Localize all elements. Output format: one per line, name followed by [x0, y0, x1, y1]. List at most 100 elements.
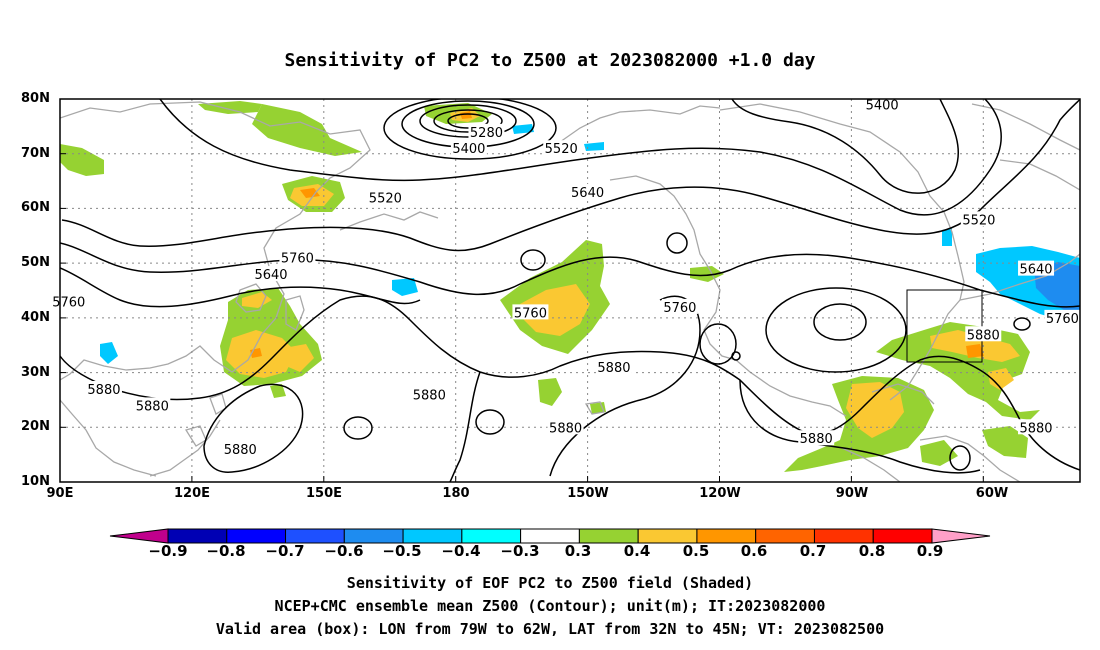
contour-label-background [253, 266, 290, 282]
shade-region [198, 101, 262, 114]
contour-label-background [468, 123, 505, 139]
contour-label-background [595, 359, 632, 375]
contour-label-background [1018, 260, 1055, 276]
lat-label: 20N [21, 419, 50, 434]
shade-region [270, 384, 286, 398]
contour-label: 5640 [1019, 263, 1052, 278]
contour-closed [1013, 317, 1031, 331]
coastline [999, 159, 1080, 191]
coastline [60, 399, 157, 477]
shade-region [846, 382, 904, 438]
contour-label-background [543, 140, 580, 156]
contour-label-background [798, 430, 835, 446]
colorbar-swatch [520, 528, 580, 544]
contour-label: 5760 [514, 306, 547, 321]
colorbar-swatch [461, 528, 522, 544]
coastline [60, 101, 371, 381]
lon-label: 150W [567, 486, 609, 501]
contour-label-background [1018, 419, 1055, 435]
colorbar-swatch [167, 528, 228, 544]
contour-inner [447, 113, 489, 129]
contour-5880-loop [203, 383, 304, 473]
axis-ticks [60, 98, 984, 482]
colorbar-tick-label: 0.4 [623, 542, 651, 560]
shade-region [982, 426, 1028, 458]
colorbar-swatch [872, 528, 933, 544]
colorbar-tick-label: 0.9 [916, 542, 944, 560]
colorbar-tick-label: 0.3 [564, 542, 592, 560]
coastline [919, 435, 1021, 482]
lat-label: 50N [21, 255, 50, 270]
coastline [184, 425, 207, 447]
coastline [235, 283, 267, 313]
coastline [959, 253, 1080, 301]
colorbar-swatch [637, 528, 698, 544]
contour-label: 5280 [470, 126, 503, 141]
lon-label: 120E [173, 486, 211, 501]
contour-label: 5880 [413, 388, 446, 403]
map-title: Sensitivity of PC2 to Z500 at 2023082000… [284, 50, 816, 71]
lat-label: 10N [21, 474, 50, 489]
contour-label: 5760 [281, 252, 314, 267]
shade-region [920, 440, 958, 466]
contour-label: 5640 [571, 186, 604, 201]
shade-region [100, 342, 118, 364]
colorbar-swatch [226, 528, 287, 544]
lat-label: 40N [21, 310, 50, 325]
shade-region [512, 124, 534, 134]
colorbar-swatch [578, 528, 639, 544]
contour-label-background [661, 298, 698, 314]
contour-high [813, 303, 867, 341]
contour-label-background [569, 184, 606, 200]
colorbar-swatch [402, 528, 463, 544]
contour-label-background [450, 140, 487, 156]
footer-line-2: NCEP+CMC ensemble mean Z500 (Contour); u… [274, 597, 826, 615]
contour-label-background [411, 386, 448, 402]
shade-region [392, 278, 418, 296]
colorbar-tick-label: −0.5 [382, 542, 422, 560]
contour-5400 [731, 99, 960, 194]
colorbar-tick-label: −0.9 [148, 542, 188, 560]
colorbar-swatch [343, 528, 404, 544]
shade-region [60, 144, 104, 176]
contour-label: 5520 [545, 142, 578, 157]
coastline [871, 383, 935, 405]
coastline [719, 103, 965, 401]
contour-label: 5880 [967, 328, 1000, 343]
shade-region [538, 378, 562, 406]
colorbar-tick-label: −0.4 [441, 542, 481, 560]
contour-label-background [222, 441, 259, 457]
lon-label: 90W [835, 486, 869, 501]
sensitivity-shading-orange [250, 111, 984, 358]
contour-closed [731, 351, 741, 361]
shade-region [300, 188, 320, 198]
contour-label-background [134, 397, 171, 413]
contour-closed [666, 232, 688, 254]
colorbar-extend-high [931, 528, 991, 544]
contour-closed [343, 416, 373, 440]
shade-region [252, 104, 362, 156]
shade-region [284, 344, 314, 372]
contour-5760 [60, 242, 1080, 308]
contour-high-ring [765, 287, 907, 373]
contour-closed [475, 409, 505, 435]
contour-label: 5520 [962, 213, 995, 228]
contour-5400-ring [383, 99, 557, 160]
colorbar [109, 528, 991, 544]
colorbar-tick-label: −0.8 [206, 542, 246, 560]
shade-region [590, 402, 606, 414]
footer-line-3: Valid area (box): LON from 79W to 62W, L… [215, 620, 885, 638]
contour-label-background [279, 249, 316, 265]
contour-label: 5400 [452, 142, 485, 157]
contour-5520 [159, 99, 1002, 216]
colorbar-tick-label: 0.5 [682, 542, 710, 560]
valid-area-box [906, 289, 983, 363]
contour-inner [433, 109, 503, 133]
contour-label: 5400 [866, 98, 899, 113]
coastline [609, 175, 847, 417]
lat-label: 60N [21, 200, 50, 215]
contour-label: 5760 [1046, 312, 1079, 327]
lon-label: 150E [305, 486, 343, 501]
contour-5880-south [739, 379, 981, 474]
